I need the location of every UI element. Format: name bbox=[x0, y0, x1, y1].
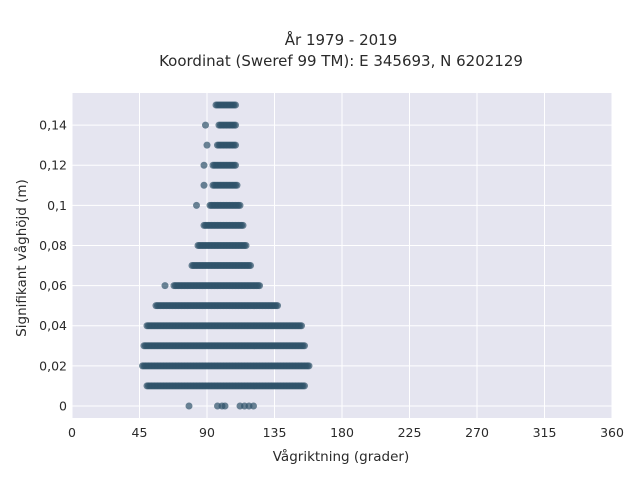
y-tick-label: 0,1 bbox=[47, 198, 67, 213]
x-tick-label: 135 bbox=[263, 425, 287, 440]
y-tick-label: 0,08 bbox=[39, 238, 67, 253]
data-point bbox=[301, 342, 308, 350]
data-point bbox=[247, 262, 254, 270]
data-point bbox=[193, 201, 200, 209]
data-point bbox=[274, 302, 281, 310]
data-point bbox=[236, 201, 244, 209]
data-point bbox=[200, 161, 208, 169]
y-axis-ticks: 0 0,02 0,04 0,06 0,08 0,1 0,12 0,14 bbox=[39, 118, 67, 414]
x-tick-label: 45 bbox=[132, 425, 148, 440]
data-point bbox=[161, 282, 169, 290]
x-tick-label: 0 bbox=[68, 425, 76, 440]
data-point bbox=[185, 402, 193, 410]
data-band bbox=[152, 302, 281, 310]
data-point bbox=[202, 121, 209, 129]
data-point bbox=[239, 221, 247, 229]
data-point bbox=[200, 181, 208, 189]
x-axis-label: Vågriktning (grader) bbox=[273, 448, 410, 465]
y-tick-label: 0,04 bbox=[39, 318, 67, 333]
data-point bbox=[232, 121, 239, 129]
data-point bbox=[232, 101, 239, 109]
data-band bbox=[170, 282, 263, 290]
y-tick-label: 0,06 bbox=[39, 278, 67, 293]
data-band bbox=[212, 101, 239, 109]
y-tick-label: 0,12 bbox=[39, 158, 67, 173]
data-point bbox=[221, 402, 229, 410]
data-band bbox=[143, 382, 308, 390]
y-tick-label: 0,02 bbox=[39, 358, 67, 373]
data-point bbox=[242, 241, 250, 249]
data-point bbox=[250, 402, 257, 410]
data-band bbox=[200, 221, 247, 229]
data-point bbox=[305, 362, 313, 370]
data-point bbox=[233, 181, 241, 189]
data-band bbox=[143, 322, 305, 330]
data-point bbox=[203, 141, 211, 149]
data-band bbox=[214, 141, 239, 149]
data-band bbox=[206, 201, 244, 209]
x-tick-label: 360 bbox=[600, 425, 624, 440]
data-point bbox=[256, 282, 263, 290]
data-band bbox=[188, 262, 254, 270]
x-tick-label: 90 bbox=[199, 425, 215, 440]
data-points bbox=[139, 101, 313, 410]
data-band bbox=[209, 161, 239, 169]
x-tick-label: 270 bbox=[465, 425, 489, 440]
data-point bbox=[232, 161, 239, 169]
chart-title-line2: Koordinat (Sweref 99 TM): E 345693, N 62… bbox=[159, 52, 523, 70]
data-band bbox=[139, 362, 313, 370]
data-band bbox=[209, 181, 241, 189]
data-band bbox=[140, 342, 308, 350]
data-point bbox=[298, 322, 305, 330]
x-axis-ticks: 0 45 90 135 180 225 270 315 360 bbox=[68, 425, 624, 440]
data-point bbox=[301, 382, 308, 390]
chart-title-line1: År 1979 - 2019 bbox=[285, 30, 398, 49]
data-point bbox=[232, 141, 239, 149]
y-tick-label: 0,14 bbox=[39, 118, 67, 133]
x-tick-label: 180 bbox=[330, 425, 354, 440]
data-band bbox=[194, 241, 250, 249]
x-tick-label: 225 bbox=[398, 425, 422, 440]
x-tick-label: 315 bbox=[533, 425, 557, 440]
y-axis-label: Signifikant våghöjd (m) bbox=[13, 179, 30, 337]
data-band bbox=[215, 121, 239, 129]
y-tick-label: 0 bbox=[59, 398, 67, 413]
